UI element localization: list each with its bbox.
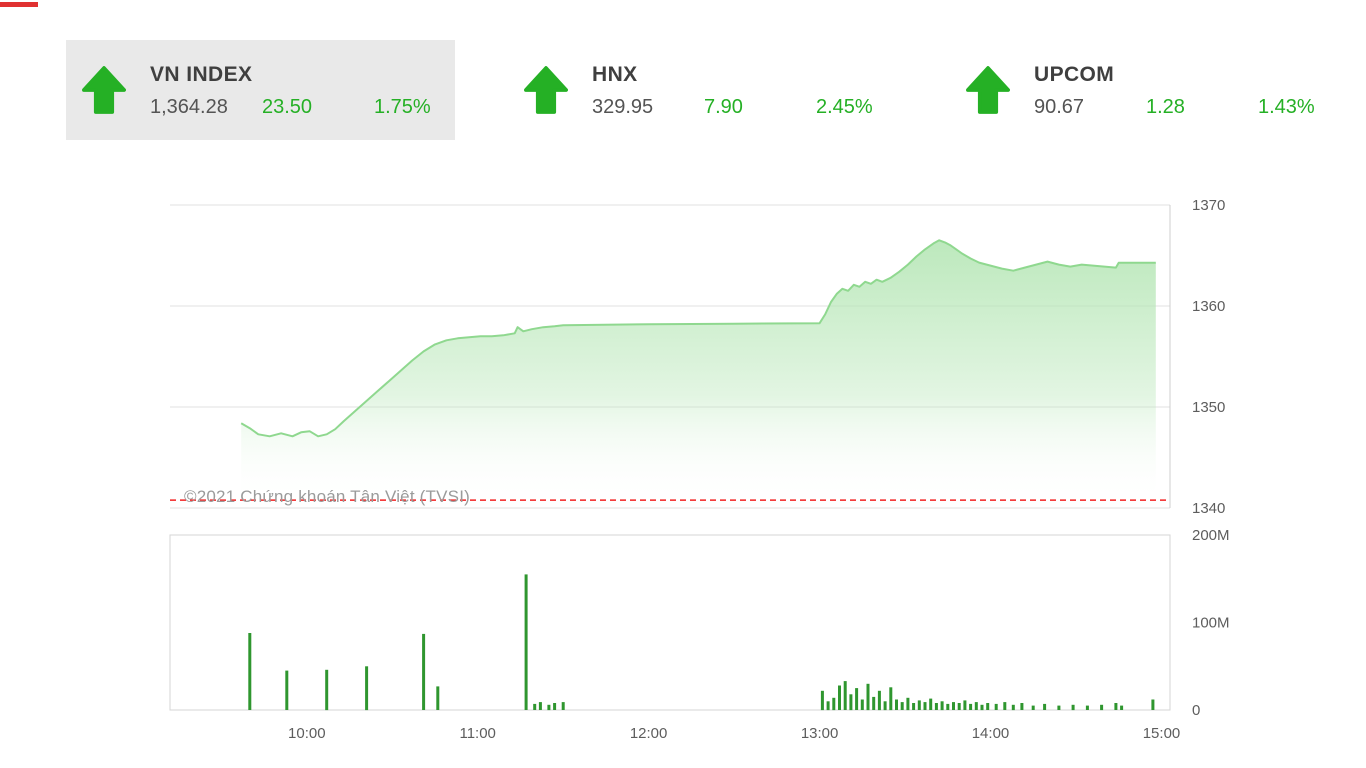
index-change-pct: 1.43% (1258, 96, 1315, 118)
index-values-row: 1,364.28 23.50 1.75% (150, 97, 431, 117)
index-values-row: 329.95 7.90 2.45% (592, 97, 873, 117)
price-volume-chart[interactable]: 1370 1360 1350 1340 200M 100M 0 10:00 11:00 12:00… (66, 142, 1300, 755)
svg-text:15:00: 15:00 (1143, 725, 1181, 742)
index-name: VN INDEX (150, 63, 253, 86)
svg-text:13:00: 13:00 (801, 725, 839, 742)
index-name: UPCOM (1034, 63, 1115, 86)
index-change-pct: 2.45% (816, 96, 873, 118)
index-change: 23.50 (262, 96, 313, 118)
index-change: 1.28 (1146, 96, 1185, 118)
index-change: 7.90 (704, 96, 743, 118)
index-card-body: VN INDEX 1,364.28 23.50 1.75% (150, 63, 431, 117)
index-value: 90.67 (1034, 96, 1085, 118)
index-name: HNX (592, 63, 638, 86)
index-values-row: 90.67 1.28 1.43% (1034, 97, 1315, 117)
index-card-vn-index[interactable]: VN INDEX 1,364.28 23.50 1.75% (66, 40, 455, 140)
svg-text:100M: 100M (1192, 615, 1230, 632)
up-arrow-icon (966, 66, 1010, 114)
index-value: 329.95 (592, 96, 654, 118)
svg-text:200M: 200M (1192, 527, 1230, 544)
svg-text:1340: 1340 (1192, 500, 1225, 517)
up-arrow-icon (524, 66, 568, 114)
svg-text:14:00: 14:00 (972, 725, 1010, 742)
index-change-pct: 1.75% (374, 96, 431, 118)
index-card-body: HNX 329.95 7.90 2.45% (592, 63, 873, 117)
top-left-red-mark (0, 2, 38, 7)
index-value: 1,364.28 (150, 96, 228, 118)
index-card-body: UPCOM 90.67 1.28 1.43% (1034, 63, 1315, 117)
svg-text:0: 0 (1192, 702, 1200, 719)
svg-text:10:00: 10:00 (288, 725, 326, 742)
index-card-upcom[interactable]: UPCOM 90.67 1.28 1.43% (950, 40, 1340, 140)
svg-text:11:00: 11:00 (459, 725, 495, 742)
intraday-chart-panel[interactable]: 1370 1360 1350 1340 200M 100M 0 10:00 11:00 12:00… (66, 142, 1300, 755)
up-arrow-icon (82, 66, 126, 114)
svg-text:1370: 1370 (1192, 197, 1225, 214)
svg-text:12:00: 12:00 (630, 725, 668, 742)
index-card-hnx[interactable]: HNX 329.95 7.90 2.45% (508, 40, 898, 140)
svg-text:1360: 1360 (1192, 298, 1225, 315)
svg-text:1350: 1350 (1192, 399, 1225, 416)
